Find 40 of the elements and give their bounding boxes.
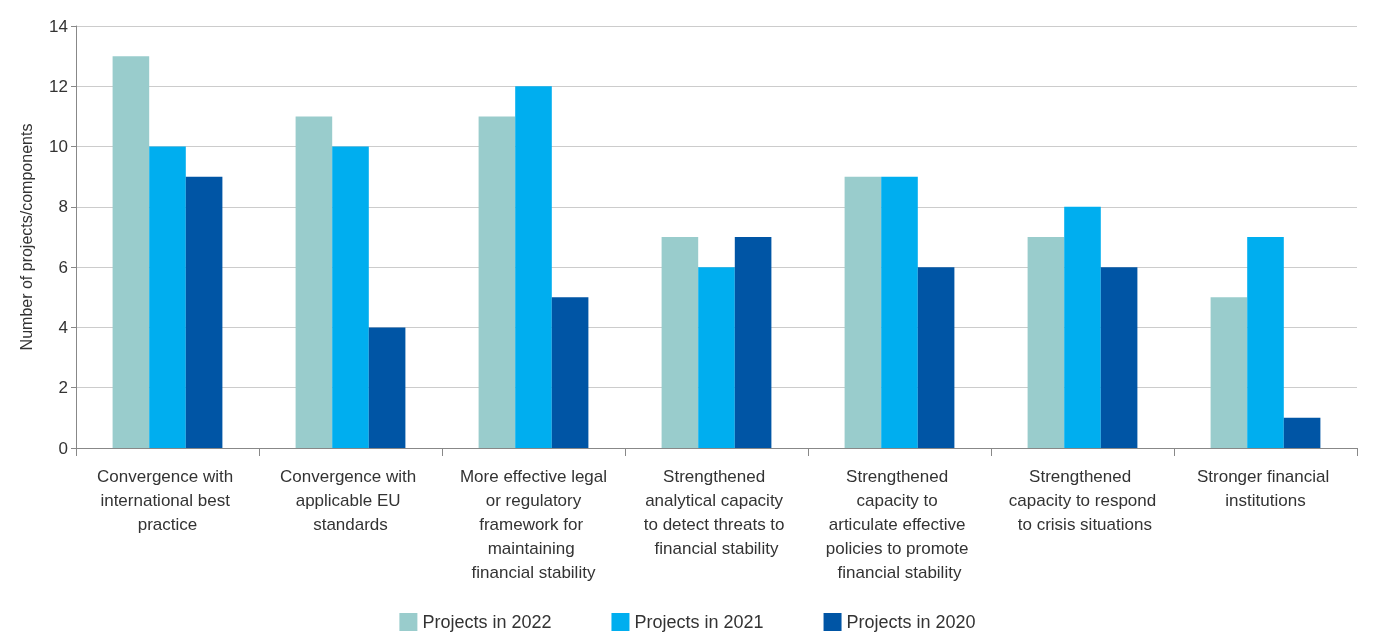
x-tick-label: Convergence with international best practice	[97, 466, 238, 534]
bar	[1247, 237, 1284, 448]
bar	[368, 327, 406, 448]
bar	[551, 297, 589, 448]
y-tick-label: 14	[49, 16, 68, 36]
y-tick-label: 6	[58, 257, 68, 277]
bar	[295, 116, 333, 448]
bar	[1100, 267, 1138, 448]
x-tick-label: Strengthened capacity to respond to crisis situations	[1008, 466, 1157, 534]
y-tick-label: 4	[58, 317, 68, 337]
x-tick-label: More effective legal or regulatory framework for maintaining financial stability	[459, 466, 608, 582]
legend-label: Projects in 2022	[422, 612, 552, 632]
bar	[1283, 417, 1321, 448]
y-tick-label: 12	[49, 76, 68, 96]
bar	[332, 146, 369, 448]
y-tick-label: 2	[58, 378, 68, 398]
bar	[478, 116, 516, 448]
bar	[917, 267, 955, 448]
bar	[1210, 297, 1248, 448]
legend-label: Projects in 2021	[634, 612, 764, 632]
y-tick-label: 0	[58, 438, 68, 458]
bar	[149, 146, 186, 448]
x-tick-label: Strengthened analytical capacity to detect threats to financial stability	[643, 466, 790, 558]
bar	[1027, 237, 1065, 448]
y-tick-label: 8	[58, 197, 68, 217]
bar	[661, 237, 699, 448]
bar	[734, 237, 772, 448]
bar	[698, 267, 735, 448]
bar	[112, 56, 150, 448]
x-tick-label: Strengthened capacity to articulate effective policies to promote financial stability	[825, 466, 974, 582]
x-tick-label: Convergence with applicable EU standards	[280, 466, 421, 534]
y-axis-title: Number of projects/components	[17, 123, 35, 351]
bar	[1064, 206, 1101, 448]
bar	[185, 176, 223, 448]
legend-label: Projects in 2020	[846, 612, 976, 632]
bar	[515, 86, 552, 448]
y-tick-label: 10	[49, 137, 68, 157]
x-tick-label: Stronger financial institutions	[1196, 466, 1335, 510]
bar	[844, 176, 882, 448]
bar	[881, 176, 918, 448]
